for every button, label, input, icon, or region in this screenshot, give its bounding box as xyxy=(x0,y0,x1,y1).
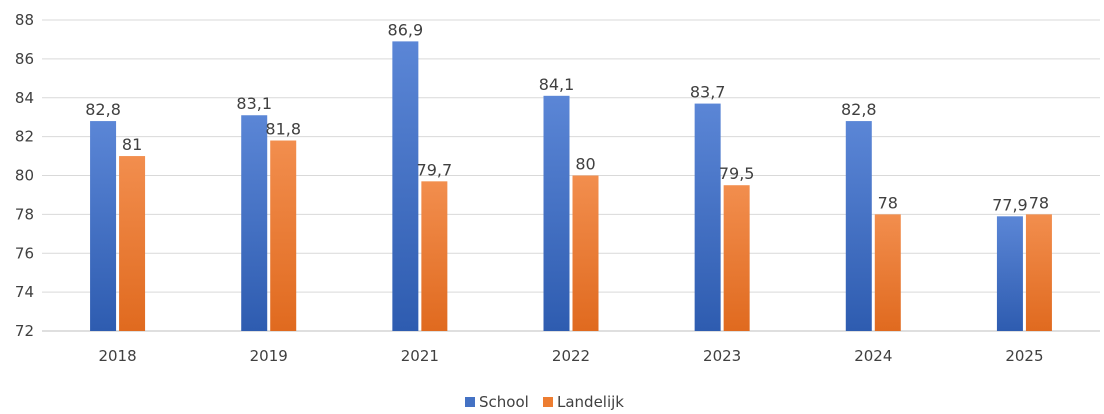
bar-landelijk-2018 xyxy=(119,156,146,331)
bar-landelijk-2023 xyxy=(723,185,750,331)
bar-school-2022 xyxy=(543,95,570,332)
x-axis-ticks: 2018 2019 2021 2022 2023 2024 2025 xyxy=(98,347,1043,365)
y-tick-label: 86 xyxy=(15,50,34,68)
bar-school-2019 xyxy=(241,115,268,332)
data-label-landelijk-2019: 81,8 xyxy=(265,120,301,139)
bar-landelijk-2022 xyxy=(572,175,599,331)
bar-landelijk-2019 xyxy=(270,140,297,331)
y-tick-label: 78 xyxy=(15,205,34,223)
data-label-landelijk-2023: 79,5 xyxy=(719,164,755,183)
x-tick-label: 2019 xyxy=(250,347,288,365)
bar-landelijk-2021 xyxy=(421,181,448,331)
gridlines xyxy=(42,19,1100,332)
data-label-school-2019: 83,1 xyxy=(236,94,272,113)
bar-school-2025 xyxy=(996,216,1023,331)
y-axis-ticks: 72 74 76 78 80 82 84 86 88 xyxy=(15,11,34,340)
x-tick-label: 2021 xyxy=(401,347,439,365)
legend-label-school: School xyxy=(479,393,529,411)
data-label-school-2023: 83,7 xyxy=(690,83,726,102)
data-label-landelijk-2021: 79,7 xyxy=(417,160,453,179)
x-tick-label: 2025 xyxy=(1005,347,1043,365)
y-tick-label: 82 xyxy=(15,128,34,146)
data-label-landelijk-2018: 81 xyxy=(122,135,142,154)
bars xyxy=(90,41,1052,332)
legend-swatch-landelijk xyxy=(543,397,553,407)
data-label-school-2025: 77,9 xyxy=(992,195,1028,214)
x-tick-label: 2018 xyxy=(98,347,136,365)
bar-school-2024 xyxy=(845,121,872,331)
data-label-landelijk-2024: 78 xyxy=(878,193,898,212)
data-label-school-2021: 86,9 xyxy=(388,20,424,39)
bar-school-2018 xyxy=(90,121,117,331)
y-tick-label: 76 xyxy=(15,244,34,262)
data-label-landelijk-2022: 80 xyxy=(575,155,595,174)
y-tick-label: 84 xyxy=(15,89,34,107)
bar-school-2021 xyxy=(392,41,419,331)
y-tick-label: 74 xyxy=(15,283,34,301)
legend-swatch-school xyxy=(465,397,475,407)
x-tick-label: 2023 xyxy=(703,347,741,365)
bar-school-2023 xyxy=(694,103,721,331)
bar-landelijk-2024 xyxy=(874,214,901,331)
legend-label-landelijk: Landelijk xyxy=(557,393,624,411)
bar-landelijk-2025 xyxy=(1025,214,1052,331)
data-label-school-2022: 84,1 xyxy=(539,75,575,94)
y-tick-label: 72 xyxy=(15,322,34,340)
y-tick-label: 80 xyxy=(15,167,34,185)
data-label-landelijk-2025: 78 xyxy=(1029,193,1049,212)
legend: School Landelijk xyxy=(465,393,624,411)
data-label-school-2024: 82,8 xyxy=(841,100,877,119)
data-labels: 82,88183,181,886,979,784,18083,779,582,8… xyxy=(85,20,1049,214)
y-tick-label: 88 xyxy=(15,11,34,29)
x-tick-label: 2024 xyxy=(854,347,892,365)
x-tick-label: 2022 xyxy=(552,347,590,365)
data-label-school-2018: 82,8 xyxy=(85,100,121,119)
